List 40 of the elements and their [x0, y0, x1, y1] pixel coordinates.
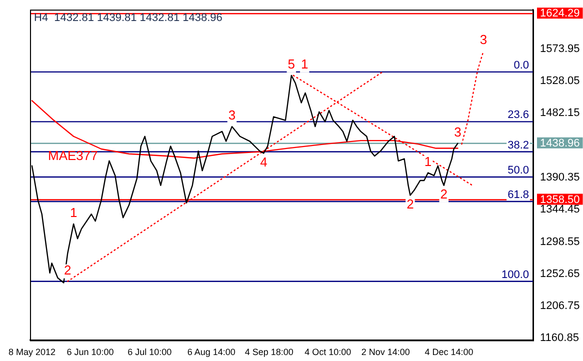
- series-label: MAE377: [48, 148, 98, 164]
- annotation: 1: [300, 56, 308, 72]
- x-tick-label: 6 Jul 10:00: [128, 347, 172, 358]
- annotation: 0.0: [514, 59, 529, 72]
- y-tick-label: 1298.55: [540, 236, 580, 248]
- annotation: 5: [288, 56, 296, 72]
- x-tick-label: 8 May 2012: [8, 347, 56, 358]
- line-series: [461, 50, 484, 145]
- y-tick-label: 1438.96: [540, 137, 580, 150]
- annotation: 61.8: [508, 189, 529, 202]
- annotation: 50.0: [508, 164, 529, 177]
- annotation: 3: [454, 124, 462, 140]
- annotation: 2: [406, 196, 414, 212]
- annotation: 2: [64, 262, 72, 278]
- x-tick-label: 2 Nov 14:00: [361, 347, 410, 358]
- annotation: 3: [480, 32, 488, 48]
- x-tick-label: 4 Dec 14:00: [424, 347, 474, 358]
- chart-title: H4 1432.81 1439.81 1432.81 1438.96: [34, 12, 222, 24]
- y-tick-label: 1390.35: [540, 171, 580, 184]
- y-tick-label: 1624.29: [540, 8, 580, 20]
- annotation: 1: [70, 205, 78, 220]
- x-tick-label: 4 Oct 10:00: [304, 347, 352, 358]
- annotation: 4: [260, 154, 268, 170]
- y-tick-label: 1482.15: [540, 107, 580, 120]
- annotation: 38.2: [508, 139, 529, 152]
- y-tick-label: 1344.45: [540, 204, 580, 216]
- annotation: 100.0: [501, 268, 529, 281]
- x-tick-label: 6 Jun 10:00: [66, 347, 114, 358]
- y-tick-label: 1358.50: [540, 194, 580, 206]
- y-tick-label: 1573.95: [540, 42, 580, 55]
- annotation: 1: [424, 154, 432, 169]
- annotation: 23.6: [508, 109, 529, 122]
- annotation: 3: [228, 108, 236, 123]
- y-tick-label: 1252.65: [540, 268, 580, 280]
- x-tick-label: 4 Sep 18:00: [244, 347, 294, 358]
- x-tick-label: 6 Aug 14:00: [187, 347, 236, 358]
- y-tick-label: 1206.75: [540, 300, 580, 312]
- y-tick-label: 1160.85: [540, 332, 579, 344]
- y-tick-label: 1528.05: [540, 75, 580, 88]
- annotation: 2: [440, 186, 448, 202]
